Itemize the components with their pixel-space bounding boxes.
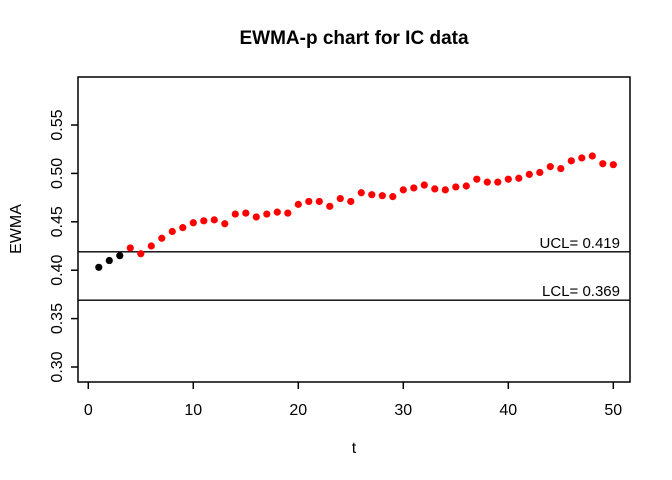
plot-border (77, 76, 631, 383)
data-point (494, 178, 502, 186)
y-tick-label: 0.30 (49, 351, 66, 382)
data-point (473, 175, 481, 183)
data-point (284, 209, 292, 217)
data-point (242, 209, 250, 217)
x-tick-label: 0 (84, 402, 93, 419)
data-point (536, 168, 544, 177)
data-point (431, 185, 439, 193)
data-point (200, 217, 208, 225)
data-point (546, 163, 554, 171)
data-point (147, 242, 155, 250)
data-point (389, 193, 397, 201)
x-tick-label: 40 (499, 402, 517, 419)
x-tick-label: 10 (184, 402, 202, 419)
data-point (221, 220, 229, 228)
data-point (189, 219, 197, 227)
chart-title: EWMA-p chart for IC data (239, 28, 469, 49)
data-point (105, 256, 113, 265)
data-point (368, 191, 376, 199)
data-point (168, 227, 176, 236)
data-point (578, 154, 586, 162)
lcl-label: LCL= 0.369 (542, 283, 620, 300)
x-axis-title: t (351, 440, 357, 457)
data-point (399, 186, 407, 194)
data-point (441, 186, 449, 194)
y-axis-title: EWMA (8, 204, 25, 254)
data-point (515, 174, 523, 182)
data-point (410, 184, 418, 192)
ucl-label: UCL= 0.419 (539, 235, 620, 252)
data-point (347, 197, 355, 206)
data-point (588, 152, 596, 160)
data-point (305, 197, 313, 206)
x-tick-label: 50 (604, 402, 622, 419)
data-point (231, 210, 239, 218)
data-point (462, 182, 470, 190)
data-point (179, 224, 187, 232)
y-tick-label: 0.50 (49, 158, 66, 189)
data-point (483, 178, 491, 186)
data-point (326, 202, 334, 210)
x-tick-label: 20 (289, 402, 307, 419)
data-point (609, 161, 617, 169)
data-point (336, 194, 344, 203)
data-point (158, 234, 166, 242)
data-point (452, 183, 460, 191)
x-tick-label: 30 (394, 402, 412, 419)
data-point (378, 192, 386, 200)
data-point (315, 197, 323, 206)
data-point (294, 200, 302, 208)
y-tick-label: 0.45 (49, 206, 66, 237)
data-point (599, 160, 607, 168)
data-point (557, 164, 565, 173)
data-point (420, 181, 428, 189)
data-point (252, 213, 260, 221)
data-point (116, 252, 124, 260)
y-tick-label: 0.40 (49, 255, 66, 286)
data-point (567, 157, 575, 165)
data-point (210, 216, 218, 224)
y-tick-label: 0.35 (49, 303, 66, 334)
data-point (525, 170, 533, 178)
data-point (357, 189, 365, 197)
data-point (137, 250, 145, 258)
data-point (126, 244, 134, 252)
data-point (263, 210, 271, 218)
data-point (273, 208, 281, 216)
data-point (504, 175, 512, 183)
y-tick-label: 0.55 (49, 109, 66, 140)
data-point (95, 263, 103, 271)
